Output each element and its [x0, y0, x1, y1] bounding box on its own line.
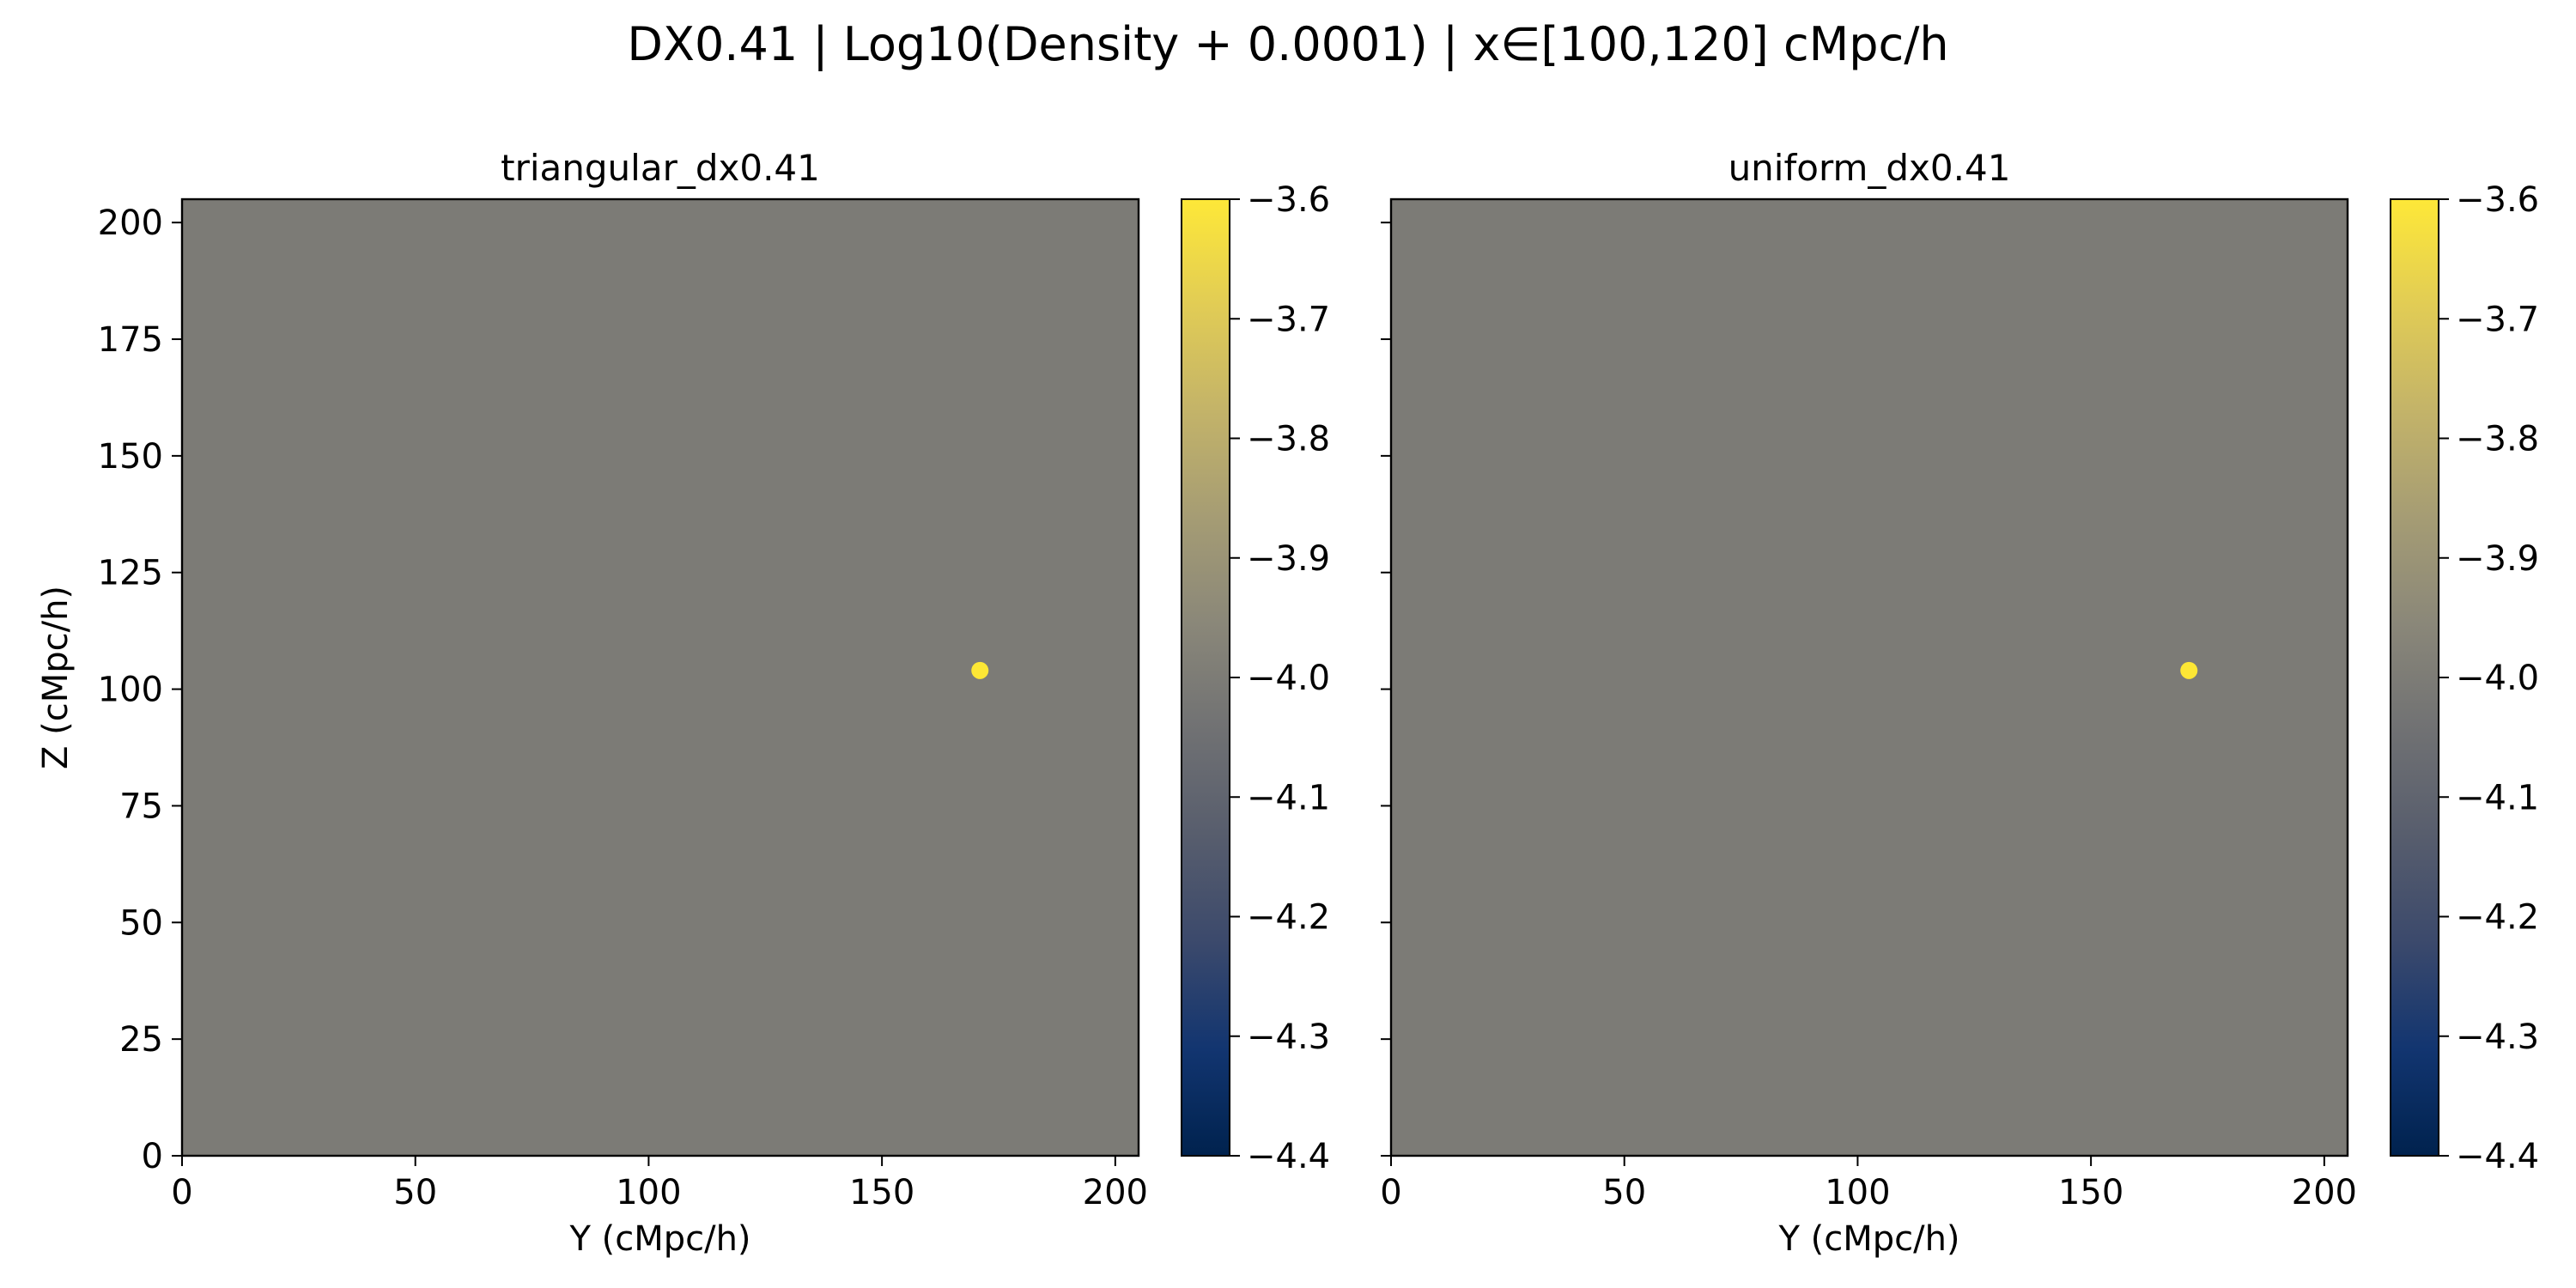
heatmap-field — [1391, 199, 2348, 1156]
colorbar-tick-label: −4.4 — [1247, 1137, 1330, 1176]
colorbar-tick-label: −4.0 — [1247, 659, 1330, 698]
x-tick-label: 0 — [171, 1173, 192, 1212]
y-tick-label: 0 — [142, 1137, 163, 1176]
colorbar-tick-label: −3.7 — [1247, 300, 1330, 339]
colorbar-tick-label: −3.7 — [2456, 300, 2539, 339]
x-axis-label: Y (cMpc/h) — [1777, 1219, 1959, 1259]
density-peak — [2180, 661, 2198, 679]
panels: 0 50 100 150 200 0 25 50 75 100 125 150 175 200 triang… — [36, 147, 2539, 1259]
colorbar-tick-label: −3.6 — [1247, 180, 1330, 220]
colorbar-tick-label: −4.1 — [2456, 778, 2539, 817]
y-tick-label: 200 — [98, 204, 163, 243]
x-tick-label: 150 — [2058, 1173, 2123, 1212]
colorbar-tick-label: −4.3 — [1247, 1018, 1330, 1057]
colorbar-tick-label: −4.4 — [2456, 1137, 2539, 1176]
y-tick-label: 50 — [119, 903, 163, 943]
colorbar-tick-label: −4.0 — [2456, 659, 2539, 698]
heatmap-field — [182, 199, 1139, 1156]
panel-1: 0 50 100 150 200 0 25 50 75 100 125 150 175 200 triang… — [36, 147, 1330, 1259]
axes-frame — [180, 197, 1140, 1157]
x-tick-label: 150 — [849, 1173, 914, 1212]
y-tick-label: 25 — [119, 1020, 163, 1060]
y-tick-label: 75 — [119, 787, 163, 826]
figure-suptitle: DX0.41 | Log10(Density + 0.0001) | x∈[10… — [627, 17, 1948, 71]
colorbar-tick-label: −4.1 — [1247, 778, 1330, 817]
colorbar-tick-label: −3.9 — [2456, 539, 2539, 579]
colorbar-tick-label: −3.6 — [2456, 180, 2539, 220]
colorbar-tick-label: −4.2 — [1247, 898, 1330, 938]
colorbar-tick-label: −3.9 — [1247, 539, 1330, 579]
x-tick-label: 50 — [393, 1173, 437, 1212]
panel-title: triangular_dx0.41 — [501, 147, 820, 189]
x-tick-label: 0 — [1380, 1173, 1401, 1212]
x-tick-label: 200 — [1083, 1173, 1148, 1212]
x-tick-label: 100 — [1825, 1173, 1890, 1212]
colorbar — [2391, 199, 2439, 1156]
y-tick-label: 175 — [98, 320, 163, 360]
y-tick-label: 150 — [98, 437, 163, 477]
colorbar-tick-label: −3.8 — [1247, 420, 1330, 459]
panel-title: uniform_dx0.41 — [1728, 147, 2011, 189]
x-tick-label: 100 — [616, 1173, 681, 1212]
y-axis-label: Z (cMpc/h) — [36, 586, 76, 769]
colorbar-tick-label: −3.8 — [2456, 420, 2539, 459]
x-tick-label: 50 — [1602, 1173, 1646, 1212]
y-tick-label: 125 — [98, 554, 163, 593]
colorbar — [1182, 199, 1230, 1156]
colorbar-tick-label: −4.3 — [2456, 1018, 2539, 1057]
colorbar-tick-label: −4.2 — [2456, 898, 2539, 938]
y-tick-label: 100 — [98, 671, 163, 710]
x-tick-label: 200 — [2292, 1173, 2357, 1212]
axes-frame — [1389, 197, 2349, 1157]
x-axis-label: Y (cMpc/h) — [568, 1219, 750, 1259]
density-peak — [971, 661, 989, 679]
panel-2: 0 50 100 150 200 uniform_dx0.41 Y (cMpc/h) −4.4… — [1380, 147, 2539, 1259]
